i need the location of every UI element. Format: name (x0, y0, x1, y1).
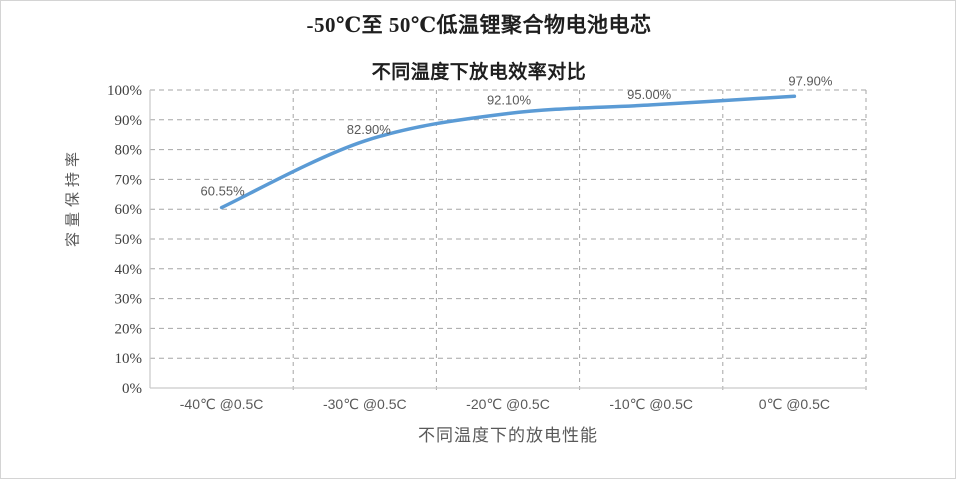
y-tick-label: 20% (115, 321, 143, 337)
data-label: 60.55% (201, 184, 246, 199)
gridlines-group (150, 89, 867, 392)
x-tick-label: -40℃ @0.5C (180, 396, 264, 412)
data-label: 92.10% (487, 93, 532, 108)
labels-group: 0% 10% 20% 30% 40% 50% 60% 70% 80% 90% 100% -40℃ @0… (107, 73, 833, 412)
y-tick-label: 80% (115, 143, 143, 159)
x-tick-label: -30℃ @0.5C (323, 396, 407, 412)
y-tick-label: 0% (122, 381, 142, 397)
x-tick-label: -10℃ @0.5C (609, 396, 693, 412)
y-tick-label: 10% (115, 351, 143, 367)
x-tick-label: 0℃ @0.5C (759, 396, 830, 412)
series-line (219, 94, 797, 210)
chart-main-title: -50℃至 50℃低温锂聚合物电池电芯 (306, 13, 652, 37)
data-label: 95.00% (627, 87, 672, 102)
x-tick-label: -20℃ @0.5C (466, 396, 550, 412)
y-tick-label: 100% (107, 83, 142, 99)
axes-group (149, 90, 866, 389)
y-tick-label: 70% (115, 172, 143, 188)
y-tick-label: 30% (115, 292, 143, 308)
chart-subtitle: 不同温度下放电效率对比 (371, 62, 587, 83)
y-tick-label: 40% (115, 262, 143, 278)
data-label: 82.90% (347, 122, 392, 137)
y-tick-label: 90% (115, 113, 143, 129)
y-tick-label: 50% (115, 232, 143, 248)
x-axis-title: 不同温度下的放电性能 (418, 426, 598, 445)
y-tick-label: 60% (115, 202, 143, 218)
data-label: 97.90% (788, 73, 833, 88)
series-group (219, 94, 797, 210)
